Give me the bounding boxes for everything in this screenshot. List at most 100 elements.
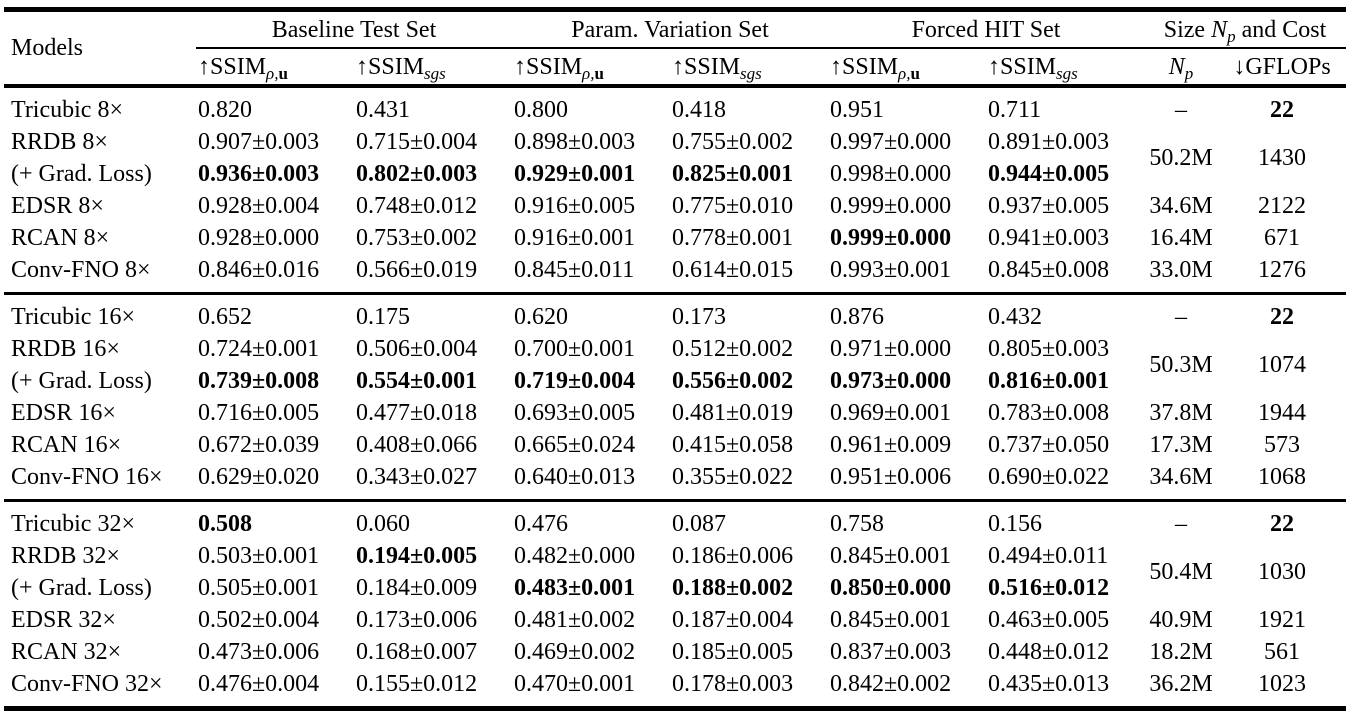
metric-value-cell: 0.173±0.006: [356, 607, 478, 633]
metric-value-cell: 0.997±0.000: [830, 129, 952, 155]
param-count-cell: 17.3M: [1149, 432, 1213, 458]
metric-subscript: ρ,u: [898, 63, 920, 83]
model-name-cell: Conv-FNO 16×: [11, 464, 163, 490]
metric-value-cell: 0.805±0.003: [988, 336, 1110, 362]
metric-value-cell: 0.512±0.002: [672, 336, 794, 362]
up-arrow-icon: ↑: [672, 53, 684, 80]
subheader-ssim-rho-u-hit: ↑SSIMρ,u: [828, 48, 986, 88]
table-row: Tricubic 8× 0.820 0.431 0.800 0.418 0.951 0.71…: [4, 86, 1346, 126]
up-arrow-icon: ↑: [356, 53, 368, 80]
model-name-cell: RCAN 16×: [11, 432, 122, 458]
table-row: EDSR 32× 0.502±0.004 0.173±0.006 0.481±0.00…: [4, 604, 1346, 636]
metric-value-cell: 0.087: [670, 499, 828, 540]
metric-value-cell: 0.448±0.012: [988, 639, 1110, 665]
group-16x: Tricubic 16× 0.652 0.175 0.620 0.173 0.876 0.4…: [4, 292, 1347, 501]
metric-value-cell: 0.506±0.004: [356, 336, 478, 362]
model-name-cell: EDSR 16×: [11, 400, 116, 426]
model-name-cell: Tricubic 16×: [4, 292, 196, 333]
colgroup-title-post: and Cost: [1235, 16, 1327, 43]
table-row: Tricubic 16× 0.652 0.175 0.620 0.173 0.876 0.4…: [4, 292, 1347, 333]
metric-value-cell: 0.898±0.003: [514, 129, 636, 155]
metric-value-cell: 0.739±0.008: [198, 368, 320, 394]
metric-value-cell: 0.640±0.013: [514, 464, 636, 490]
metric-value-cell: 0.758: [828, 499, 986, 540]
metric-value-cell: 0.876: [828, 292, 986, 333]
param-count-cell: 40.9M: [1149, 607, 1213, 633]
subheader-np: Np: [1144, 48, 1218, 88]
model-name-cell: Tricubic 8×: [11, 97, 123, 123]
metric-value-cell: 0.845±0.001: [830, 543, 952, 569]
metric-value-cell: 0.700±0.001: [514, 336, 636, 362]
metric-value-cell: 0.845±0.011: [514, 257, 635, 283]
metric-value-cell: 0.435±0.013: [988, 671, 1110, 697]
metric-value-cell: 0.168±0.007: [356, 639, 478, 665]
model-name-cell: Conv-FNO 8×: [11, 257, 151, 283]
colgroup-title: Param. Variation Set: [571, 16, 769, 43]
model-name-cell: Conv-FNO 32×: [11, 671, 163, 697]
metric-value-cell: 0.936±0.003: [198, 161, 320, 187]
models-header: Models: [4, 9, 196, 88]
metric-value-cell: 0.503±0.001: [198, 543, 320, 569]
metric-value-cell: 0.820: [198, 97, 252, 123]
metric-value-cell: 0.951±0.006: [830, 464, 952, 490]
metric-label: SSIM: [368, 53, 425, 80]
table-row: Conv-FNO 16× 0.629±0.020 0.343±0.027 0.640±…: [4, 461, 1346, 501]
metric-value-cell: 0.629±0.020: [198, 464, 320, 490]
metric-value-cell: 0.476±0.004: [198, 671, 320, 697]
param-count-cell: 50.3M: [1149, 352, 1213, 378]
metric-value-cell: 0.951: [830, 97, 884, 123]
metric-value-cell: 0.463±0.005: [988, 607, 1110, 633]
up-arrow-icon: ↑: [198, 53, 210, 80]
table-row: Conv-FNO 8× 0.846±0.016 0.566±0.019 0.845±0…: [4, 254, 1346, 294]
metric-value-cell: 0.188±0.002: [672, 575, 794, 601]
metric-value-cell: 0.928±0.000: [198, 225, 320, 251]
metric-label: SSIM: [684, 53, 741, 80]
metric-value-cell: 0.737±0.050: [988, 432, 1110, 458]
metric-value-cell: 0.614±0.015: [672, 257, 794, 283]
colgroup-title-var: N: [1211, 16, 1228, 43]
table-row: RRDB 8× 0.907±0.003 0.715±0.004 0.898±0.003…: [4, 126, 1346, 171]
param-count-cell: 34.6M: [1149, 464, 1213, 490]
param-count-cell: 33.0M: [1149, 257, 1213, 283]
metric-label: SSIM: [1000, 53, 1057, 80]
metric-subscript: sgs: [1056, 63, 1078, 83]
colgroup-title-sub: p: [1227, 26, 1236, 46]
metric-value-cell: 0.408±0.066: [356, 432, 478, 458]
metric-value-cell: 0.907±0.003: [198, 129, 320, 155]
metric-value-cell: 0.783±0.008: [988, 400, 1110, 426]
metric-value-cell: 0.432: [986, 292, 1144, 333]
subheader-ssim-sgs-param: ↑SSIMsgs: [670, 48, 828, 88]
param-count-cell: 16.4M: [1149, 225, 1213, 251]
metric-value-cell: 0.483±0.001: [514, 575, 636, 601]
gflops-cell: 1023: [1258, 671, 1306, 697]
metric-value-cell: 0.802±0.003: [356, 161, 478, 187]
subheader-ssim-sgs-hit: ↑SSIMsgs: [986, 48, 1144, 88]
metric-value-cell: 0.846±0.016: [198, 257, 320, 283]
table-row: RRDB 32× 0.503±0.001 0.194±0.005 0.482±0.00…: [4, 540, 1346, 585]
table-row: Conv-FNO 32× 0.476±0.004 0.155±0.012 0.470±…: [4, 668, 1346, 709]
param-count-cell: –: [1144, 499, 1218, 540]
metric-value-cell: 0.060: [354, 499, 512, 540]
up-arrow-icon: ↑: [830, 53, 842, 80]
model-name-cell: RRDB 16×: [11, 336, 120, 362]
metric-value-cell: 0.998±0.000: [830, 161, 952, 187]
metric-value-cell: 0.690±0.022: [988, 464, 1110, 490]
metric-value-cell: 0.693±0.005: [514, 400, 636, 426]
metric-value-cell: 0.845±0.001: [830, 607, 952, 633]
metric-value-cell: 0.928±0.004: [198, 193, 320, 219]
metric-value-cell: 0.993±0.001: [830, 257, 952, 283]
metric-value-cell: 0.719±0.004: [514, 368, 636, 394]
group-8x: Tricubic 8× 0.820 0.431 0.800 0.418 0.951 0.71…: [4, 86, 1346, 294]
metric-value-cell: 0.716±0.005: [198, 400, 320, 426]
metric-value-cell: 0.469±0.002: [514, 639, 636, 665]
metric-value-cell: 0.916±0.005: [514, 193, 636, 219]
metric-value-cell: 0.973±0.000: [830, 368, 952, 394]
colgroup-title: Forced HIT Set: [911, 16, 1061, 43]
param-count-cell: 18.2M: [1149, 639, 1213, 665]
metric-value-cell: 0.476: [512, 499, 670, 540]
metric-value-cell: 0.800: [514, 97, 568, 123]
metric-subscript: ρ,u: [266, 63, 288, 83]
colgroup-title: Size: [1163, 16, 1212, 43]
model-name-cell: RRDB 32×: [11, 543, 120, 569]
table-row: RCAN 32× 0.473±0.006 0.168±0.007 0.469±0.00…: [4, 636, 1346, 668]
